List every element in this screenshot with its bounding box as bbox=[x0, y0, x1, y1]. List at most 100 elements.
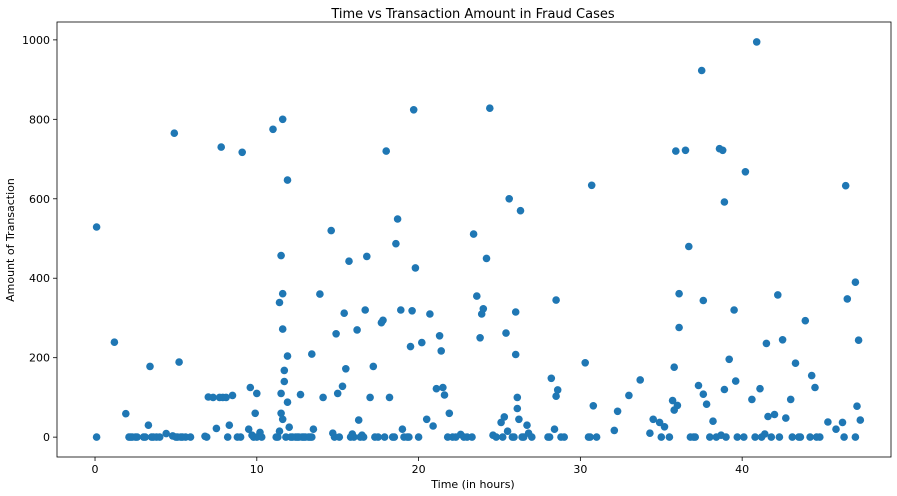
x-axis-label: Time (in hours) bbox=[430, 478, 514, 491]
data-point bbox=[699, 296, 708, 305]
data-point bbox=[592, 433, 601, 441]
data-point bbox=[500, 413, 509, 421]
data-point bbox=[380, 433, 389, 441]
data-point bbox=[366, 393, 374, 402]
data-point bbox=[414, 433, 423, 441]
data-point bbox=[479, 305, 488, 313]
data-point bbox=[257, 433, 266, 441]
data-point bbox=[473, 292, 481, 300]
x-tick-label: 20 bbox=[412, 463, 426, 476]
data-point bbox=[655, 418, 664, 427]
data-point bbox=[332, 330, 340, 338]
data-point bbox=[807, 371, 816, 380]
data-point bbox=[528, 433, 536, 441]
data-point bbox=[751, 433, 759, 441]
data-point bbox=[225, 421, 234, 430]
data-point bbox=[725, 355, 733, 364]
data-point bbox=[832, 425, 840, 434]
data-point bbox=[706, 433, 714, 441]
data-point bbox=[162, 429, 170, 438]
data-point bbox=[285, 423, 294, 432]
data-point bbox=[786, 395, 795, 404]
data-point bbox=[824, 418, 832, 426]
data-point bbox=[660, 423, 669, 431]
data-point bbox=[248, 431, 256, 440]
data-point bbox=[333, 389, 342, 398]
data-point bbox=[649, 415, 657, 424]
data-point bbox=[359, 433, 368, 441]
data-point bbox=[610, 426, 619, 435]
data-point bbox=[774, 291, 782, 299]
data-point bbox=[812, 433, 821, 441]
y-axis: 0 200 400 600 800 1000 bbox=[22, 34, 57, 444]
data-point bbox=[476, 334, 484, 342]
data-point bbox=[699, 390, 708, 399]
data-point bbox=[390, 433, 399, 441]
data-point bbox=[731, 377, 740, 385]
data-point bbox=[782, 414, 790, 422]
data-point bbox=[720, 385, 729, 394]
data-point bbox=[278, 115, 287, 124]
data-point bbox=[274, 433, 282, 441]
data-point bbox=[405, 433, 413, 441]
plot-frame bbox=[56, 21, 892, 458]
data-point bbox=[212, 424, 221, 433]
data-point bbox=[177, 433, 185, 441]
data-point bbox=[788, 433, 797, 441]
data-point bbox=[353, 326, 361, 334]
data-point bbox=[589, 402, 598, 410]
data-point bbox=[469, 230, 478, 238]
data-point bbox=[853, 402, 861, 411]
data-point bbox=[553, 386, 562, 394]
data-point bbox=[170, 129, 179, 137]
data-point bbox=[92, 223, 101, 231]
data-point bbox=[385, 393, 394, 402]
data-point bbox=[329, 429, 337, 438]
data-point bbox=[702, 400, 711, 409]
data-point bbox=[233, 433, 242, 441]
data-point bbox=[510, 433, 518, 441]
data-point bbox=[757, 433, 766, 441]
data-point bbox=[411, 264, 420, 272]
data-point bbox=[278, 415, 287, 424]
data-point bbox=[513, 393, 522, 402]
data-point bbox=[382, 147, 391, 155]
data-point bbox=[801, 316, 810, 325]
data-point bbox=[482, 254, 491, 263]
data-point bbox=[762, 339, 771, 348]
data-point bbox=[613, 407, 622, 416]
data-point bbox=[238, 148, 246, 157]
data-point bbox=[283, 352, 292, 360]
data-point bbox=[718, 146, 727, 155]
data-point bbox=[283, 398, 292, 407]
data-point bbox=[811, 383, 819, 392]
data-point bbox=[730, 306, 738, 314]
data-point bbox=[523, 421, 531, 430]
data-point bbox=[296, 390, 305, 399]
data-point bbox=[838, 418, 847, 427]
data-points bbox=[92, 38, 865, 441]
data-point bbox=[636, 376, 644, 384]
data-point bbox=[752, 38, 761, 46]
data-point bbox=[126, 433, 135, 441]
data-point bbox=[843, 295, 852, 303]
data-point bbox=[675, 323, 683, 332]
y-tick-label: 400 bbox=[29, 272, 50, 285]
data-point bbox=[445, 409, 454, 418]
data-point bbox=[280, 377, 289, 386]
data-point bbox=[722, 433, 730, 441]
data-point bbox=[841, 181, 850, 190]
data-point bbox=[795, 433, 803, 441]
data-point bbox=[269, 125, 277, 134]
data-point bbox=[511, 308, 520, 316]
x-tick-label: 30 bbox=[573, 463, 587, 476]
data-point bbox=[733, 433, 742, 441]
data-point bbox=[139, 433, 148, 441]
data-point bbox=[552, 392, 560, 401]
data-point bbox=[308, 350, 316, 358]
data-point bbox=[675, 289, 683, 298]
data-point bbox=[363, 252, 371, 261]
data-point bbox=[694, 381, 703, 390]
data-point bbox=[486, 104, 494, 112]
data-point bbox=[379, 316, 387, 325]
